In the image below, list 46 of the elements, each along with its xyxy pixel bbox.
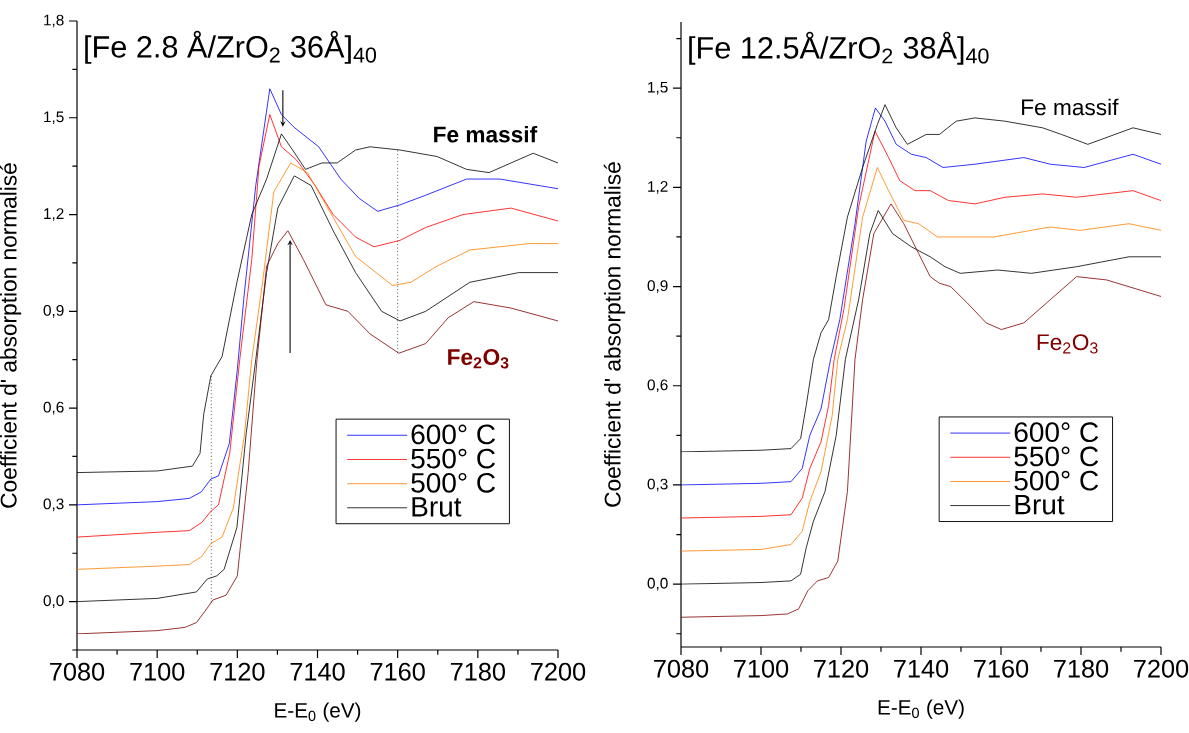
legend-label: 550° C — [411, 448, 495, 469]
line-series — [77, 230, 559, 635]
y-tick-label: 0,3 — [43, 498, 64, 512]
legend-label: 500° C — [411, 472, 495, 493]
x-axis-title: E-E$_{0}$ (eV) — [275, 702, 361, 722]
x-tick-label: 7200 — [1134, 659, 1189, 678]
y-tick-label: 0,0 — [43, 595, 64, 608]
annotation: Fe$_{2}$O$_{3}$ — [1037, 334, 1098, 354]
annotation: Fe massif — [1022, 98, 1119, 116]
y-tick-label: 1,8 — [44, 14, 64, 28]
x-tick-label: 7160 — [974, 659, 1029, 678]
x-tick-label: 7140 — [894, 659, 949, 678]
y-tick-label: 1,5 — [648, 81, 668, 95]
y-tick-label: 0,6 — [647, 379, 668, 393]
y-tick-label: 0,9 — [43, 304, 64, 318]
annotation: Fe massif — [434, 125, 538, 143]
x-tick-label: 7120 — [210, 662, 265, 681]
legend-label: 550° C — [1014, 446, 1099, 467]
x-tick-label: 7100 — [130, 662, 185, 681]
x-tick-label: 7160 — [370, 662, 425, 681]
x-tick-label: 7180 — [450, 662, 505, 681]
y-tick-label: 0,6 — [43, 401, 64, 415]
x-tick-label: 7200 — [531, 662, 586, 681]
annotation: Fe$_{2}$O$_{3}$ — [448, 349, 509, 369]
y-tick-label: 1,2 — [648, 181, 668, 194]
legend-label: Brut — [412, 497, 462, 517]
y-tick-label: 1,5 — [44, 111, 64, 125]
x-tick-label: 7120 — [814, 659, 869, 678]
x-tick-label: 7100 — [734, 659, 789, 678]
legend-label: 500° C — [1014, 470, 1099, 491]
legend-label: 600° C — [411, 424, 495, 445]
chart-title: [Fe 2.8 Å/ZrO$_{2}$ 36Å]$_{40}$ — [85, 30, 377, 64]
y-axis-title: Coefficient d' absorption normalisé — [0, 163, 22, 508]
legend-label: 600° C — [1014, 422, 1099, 443]
y-tick-label: 0,3 — [647, 478, 668, 492]
y-tick-label: 1,2 — [44, 208, 64, 221]
x-tick-label: 7080 — [50, 662, 105, 681]
x-tick-label: 7080 — [654, 659, 709, 678]
y-tick-label: 0,0 — [647, 577, 668, 591]
x-tick-label: 7140 — [290, 662, 345, 681]
x-axis-title: E-E$_{0}$ (eV) — [878, 699, 964, 719]
x-tick-label: 7180 — [1054, 659, 1109, 678]
chart-title: [Fe 12.5Å/ZrO$_{2}$ 38Å]$_{40}$ — [689, 31, 989, 65]
y-axis-title: Coefficient d' absorption normalisé — [603, 162, 626, 507]
legend-label: Brut — [1015, 494, 1065, 515]
y-tick-label: 0,9 — [647, 280, 668, 293]
